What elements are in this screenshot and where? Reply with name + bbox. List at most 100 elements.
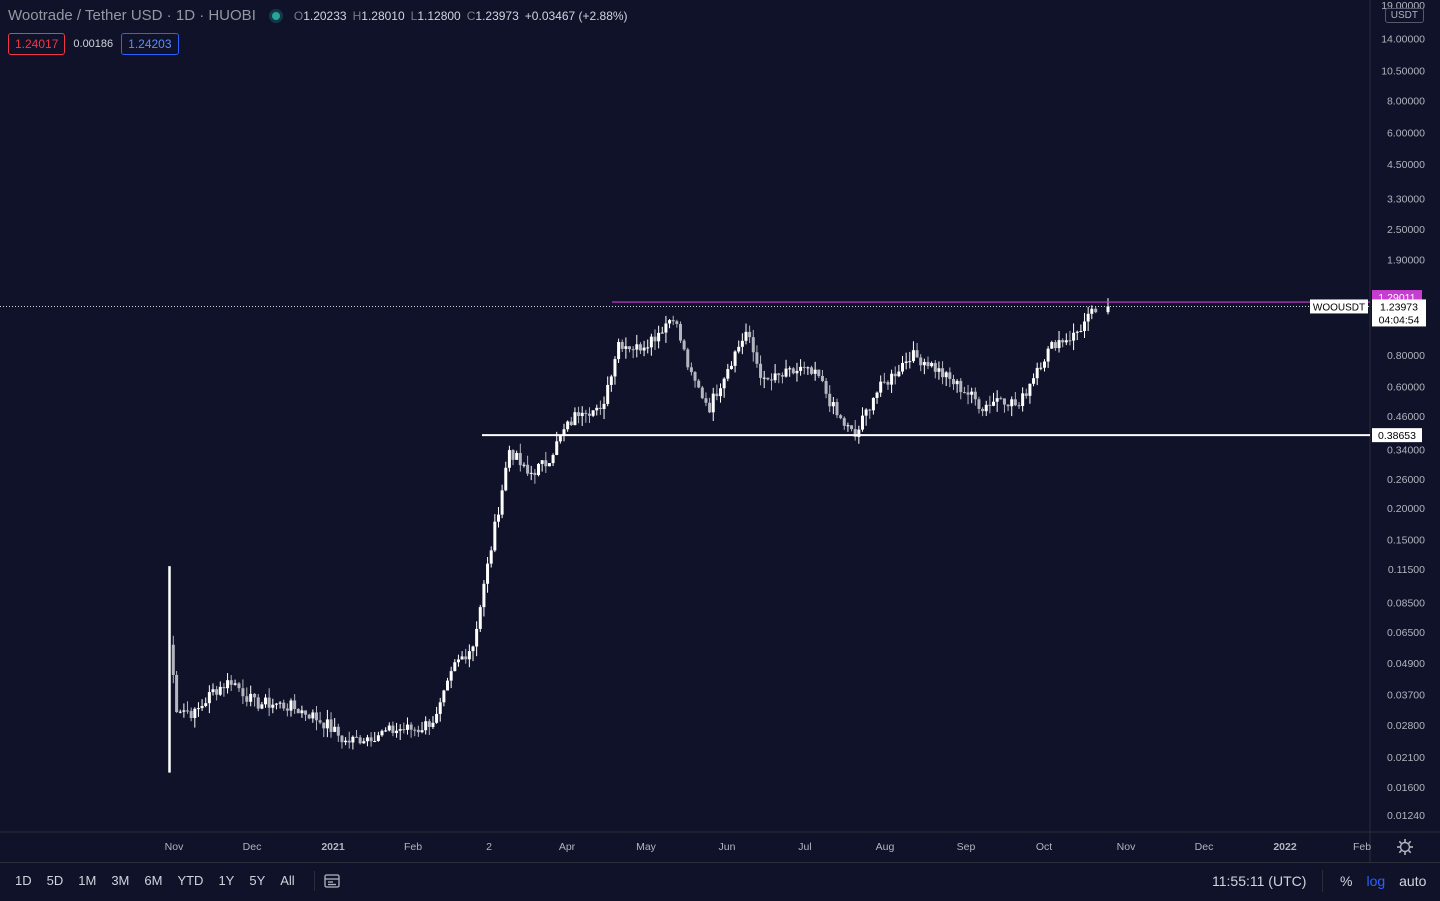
range-3m-button[interactable]: 3M — [111, 873, 130, 888]
range-1y-button[interactable]: 1Y — [218, 873, 235, 888]
candle-body — [215, 689, 219, 695]
candle-body — [853, 429, 857, 438]
range-all-button[interactable]: All — [280, 873, 295, 888]
goto-date-icon[interactable] — [314, 871, 345, 891]
candle-body — [901, 362, 905, 372]
currency-unit-badge[interactable]: USDT — [1384, 8, 1424, 23]
candle-body — [211, 689, 215, 693]
candle-body — [304, 710, 308, 715]
candle-body — [416, 729, 420, 733]
symbol-title[interactable]: Wootrade / Tether USD · 1D · HUOBI — [8, 7, 256, 24]
candle-body — [948, 372, 952, 379]
candle-body — [617, 341, 621, 360]
candle-body — [369, 737, 373, 742]
time-tick-label: Feb — [1353, 841, 1371, 853]
price-change: +0.03467 (+2.88%) — [524, 8, 628, 23]
candle-body — [507, 450, 511, 468]
bid-ask-spread: 1.24017 0.00186 1.24203 — [8, 33, 179, 55]
candle-body — [817, 369, 821, 376]
log-scale-toggle[interactable]: log — [1366, 873, 1386, 889]
range-5y-button[interactable]: 5Y — [249, 873, 266, 888]
candle-body — [693, 372, 697, 381]
candle-body — [504, 467, 508, 491]
candle-body — [820, 375, 824, 382]
last-price-label: 1.23973 — [1380, 301, 1418, 313]
auto-scale-toggle[interactable]: auto — [1399, 873, 1427, 889]
candle-body — [668, 320, 672, 324]
chart-settings-gear-icon[interactable] — [1396, 838, 1414, 856]
candle-body — [722, 378, 726, 389]
candle-body — [229, 680, 233, 685]
candle-body — [1079, 330, 1083, 332]
candle-body — [395, 730, 399, 734]
candle-body — [442, 690, 446, 703]
candle-body — [365, 737, 369, 742]
candle-body — [274, 703, 278, 705]
candle-body — [189, 710, 193, 719]
ohlc-close-value: 1.23973 — [475, 8, 519, 23]
candle-body — [646, 347, 650, 349]
ask-price[interactable]: 1.24203 — [121, 33, 179, 55]
candle-body — [893, 373, 897, 377]
candle-body — [682, 340, 686, 350]
candle-body — [1017, 405, 1021, 407]
candle-body — [373, 740, 377, 742]
time-tick-label: Nov — [165, 841, 184, 853]
candle-body — [387, 725, 391, 731]
candle-body — [715, 393, 719, 397]
market-status-dot-icon — [271, 11, 280, 20]
candle-body — [635, 344, 639, 350]
candle-body — [755, 352, 759, 364]
bid-price[interactable]: 1.24017 — [8, 33, 66, 55]
price-tick-label: 14.00000 — [1381, 34, 1425, 46]
candle-body — [631, 349, 635, 351]
candle-body — [478, 607, 482, 629]
utc-clock[interactable]: 11:55:11 (UTC) — [1212, 873, 1307, 889]
candle-body — [999, 398, 1003, 400]
candle-body — [937, 368, 941, 372]
price-chart[interactable]: 19.0000014.0000010.500008.000006.000004.… — [0, 0, 1440, 862]
candle-body — [467, 651, 471, 660]
candle-body — [759, 363, 763, 378]
range-1m-button[interactable]: 1M — [78, 873, 97, 888]
range-1d-button[interactable]: 1D — [15, 873, 32, 888]
price-tick-label: 0.06500 — [1387, 627, 1425, 639]
candle-body — [1050, 342, 1054, 349]
time-tick-label: Apr — [559, 841, 576, 853]
candle-body — [1042, 361, 1046, 368]
candle-body — [233, 683, 237, 685]
candle-body — [1013, 399, 1017, 406]
range-6m-button[interactable]: 6M — [144, 873, 163, 888]
candle-body — [449, 671, 453, 681]
range-5d-button[interactable]: 5D — [46, 873, 64, 888]
candle-body — [182, 710, 186, 712]
candle-body — [584, 412, 588, 414]
candle-body — [325, 719, 329, 729]
percent-scale-toggle[interactable]: % — [1340, 873, 1353, 889]
spread-value: 0.00186 — [73, 38, 114, 50]
candle-body — [391, 725, 395, 734]
candle-body — [835, 402, 839, 416]
candle-body — [511, 450, 515, 460]
candle-body — [988, 404, 992, 406]
candle-body — [762, 377, 766, 379]
candle-body — [245, 696, 249, 702]
candle-body — [1061, 340, 1065, 343]
candle-body — [482, 583, 486, 608]
candle-body — [660, 332, 664, 334]
candle-body — [566, 421, 570, 430]
candle-body — [544, 460, 548, 467]
candle-body — [700, 387, 704, 399]
candle-body — [533, 472, 537, 476]
candle-body — [708, 402, 712, 413]
candle-body — [226, 680, 230, 689]
range-ytd-button[interactable]: YTD — [177, 873, 204, 888]
time-tick-label: 2022 — [1273, 841, 1297, 853]
candle-body — [446, 680, 450, 691]
price-tick-label: 0.80000 — [1387, 350, 1425, 362]
candle-body — [496, 514, 500, 522]
candle-body — [237, 683, 241, 689]
candle-body — [1083, 321, 1087, 331]
price-tick-label: 0.60000 — [1387, 382, 1425, 394]
candle-body — [810, 367, 814, 374]
